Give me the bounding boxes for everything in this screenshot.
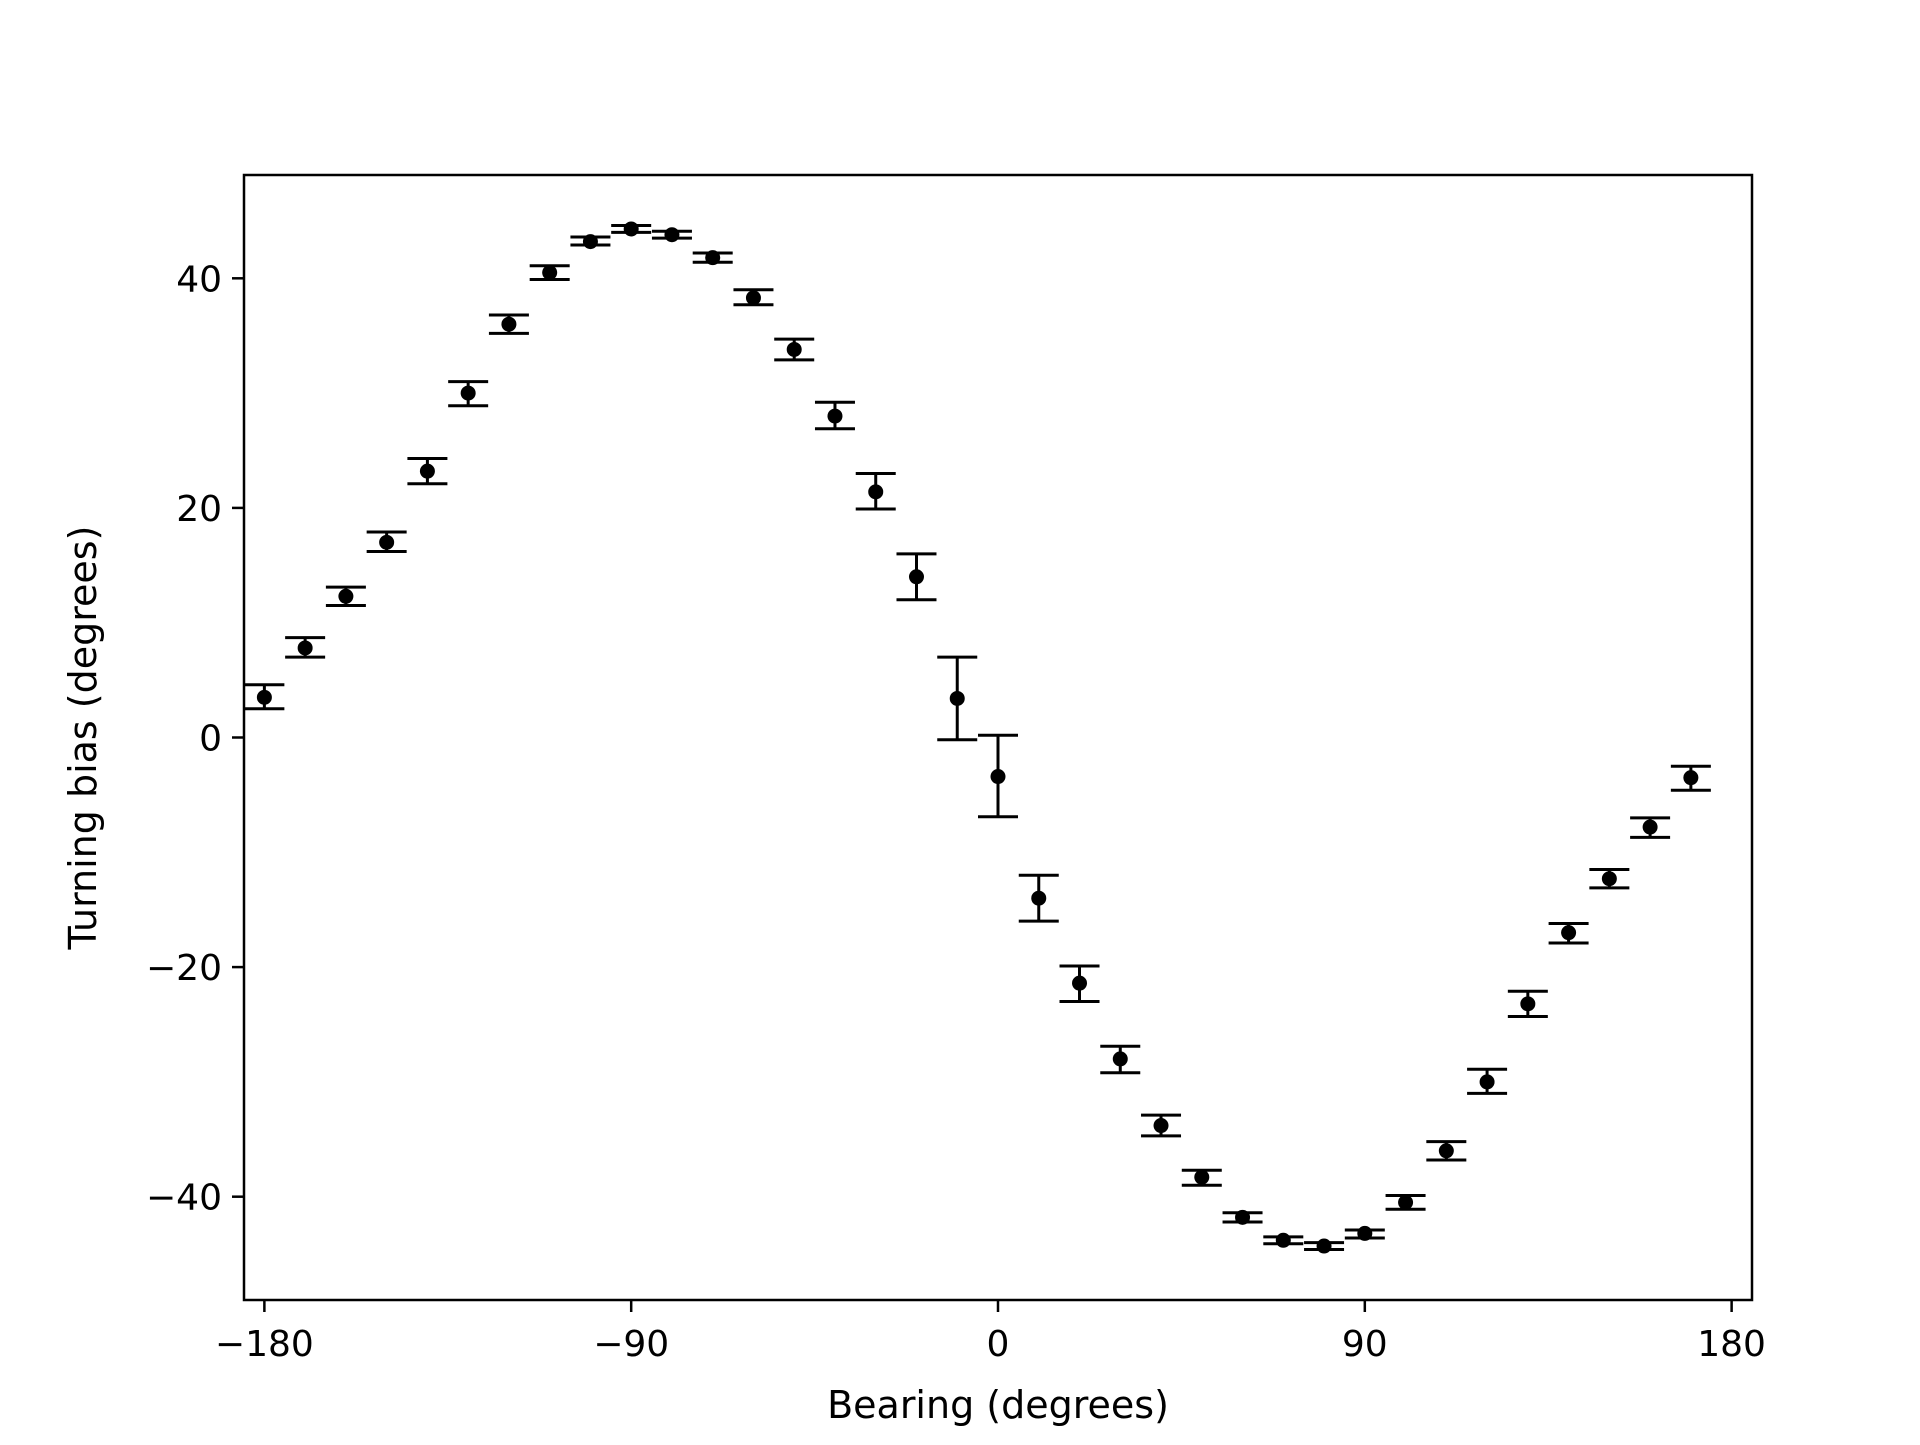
data-point bbox=[664, 227, 680, 243]
y-tick-label: −40 bbox=[146, 1178, 222, 1219]
data-point bbox=[949, 690, 965, 706]
data-point bbox=[1194, 1169, 1210, 1185]
x-tick-label: 90 bbox=[1342, 1324, 1388, 1365]
data-point bbox=[501, 316, 517, 332]
data-point bbox=[542, 265, 558, 281]
data-point bbox=[1642, 819, 1658, 835]
data-point bbox=[908, 569, 924, 585]
data-point bbox=[623, 221, 639, 237]
data-point bbox=[1683, 770, 1699, 786]
data-point bbox=[1357, 1225, 1373, 1241]
data-point bbox=[1561, 925, 1577, 941]
data-point bbox=[256, 689, 272, 705]
data-point bbox=[460, 385, 476, 401]
data-point bbox=[297, 640, 313, 656]
data-marks bbox=[244, 221, 1711, 1254]
data-point bbox=[1520, 996, 1536, 1012]
data-point bbox=[1438, 1143, 1454, 1159]
y-axis: 40 20 0 −20 −40 bbox=[146, 259, 244, 1219]
y-tick-label: −20 bbox=[146, 948, 222, 989]
data-point bbox=[1601, 871, 1617, 887]
x-tick-label: −90 bbox=[593, 1324, 669, 1365]
data-point bbox=[379, 534, 395, 550]
data-point bbox=[827, 408, 843, 424]
data-point bbox=[786, 341, 802, 357]
data-point bbox=[419, 463, 435, 479]
y-tick-label: 0 bbox=[199, 719, 222, 760]
data-point bbox=[990, 769, 1006, 785]
data-point bbox=[1072, 975, 1088, 991]
data-point bbox=[705, 250, 721, 266]
data-point bbox=[1316, 1238, 1332, 1254]
data-point bbox=[1112, 1051, 1128, 1067]
x-axis-label: Bearing (degrees) bbox=[827, 1383, 1169, 1427]
data-point bbox=[1275, 1232, 1291, 1248]
y-tick-label: 40 bbox=[176, 259, 222, 300]
data-point bbox=[1153, 1118, 1169, 1134]
data-point bbox=[745, 290, 761, 306]
data-point bbox=[1031, 890, 1047, 906]
data-point bbox=[868, 484, 884, 500]
x-axis: −180 −90 0 90 180 bbox=[215, 1300, 1766, 1365]
y-axis-label: Turning bias (degrees) bbox=[61, 526, 105, 951]
data-point bbox=[1479, 1074, 1495, 1090]
y-tick-label: 20 bbox=[176, 489, 222, 530]
x-tick-label: 0 bbox=[987, 1324, 1010, 1365]
data-point bbox=[1398, 1194, 1414, 1210]
x-tick-label: −180 bbox=[215, 1324, 314, 1365]
data-point bbox=[582, 234, 598, 250]
x-tick-label: 180 bbox=[1697, 1324, 1766, 1365]
data-point bbox=[338, 588, 354, 604]
data-point bbox=[1235, 1209, 1251, 1225]
